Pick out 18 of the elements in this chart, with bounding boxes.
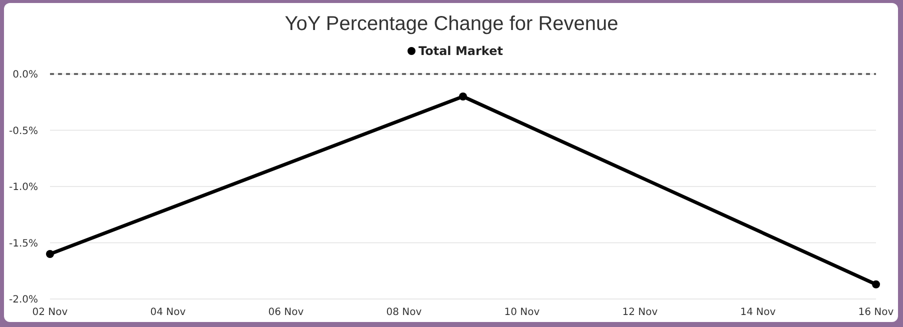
x-tick-label: 14 Nov <box>740 307 776 318</box>
y-tick-label: -1.0% <box>8 182 38 193</box>
point <box>872 280 880 288</box>
x-tick-label: 06 Nov <box>268 307 304 318</box>
point <box>459 92 467 100</box>
legend-label: Total Market <box>418 44 504 58</box>
y-tick-label: -0.5% <box>8 126 38 137</box>
x-tick-label: 02 Nov <box>32 307 68 318</box>
x-tick-label: 10 Nov <box>504 307 540 318</box>
y-tick-label: -1.5% <box>8 238 38 250</box>
x-tick-label: 12 Nov <box>622 307 658 318</box>
point <box>46 250 54 258</box>
chart-title: YoY Percentage Change for Revenue <box>284 13 618 35</box>
y-tick-label: 0.0% <box>12 70 38 80</box>
x-tick-label: 16 Nov <box>858 307 894 318</box>
x-tick-label: 08 Nov <box>386 307 422 318</box>
y-tick-label: -2.0% <box>8 294 38 306</box>
x-tick-label: 04 Nov <box>150 307 186 318</box>
